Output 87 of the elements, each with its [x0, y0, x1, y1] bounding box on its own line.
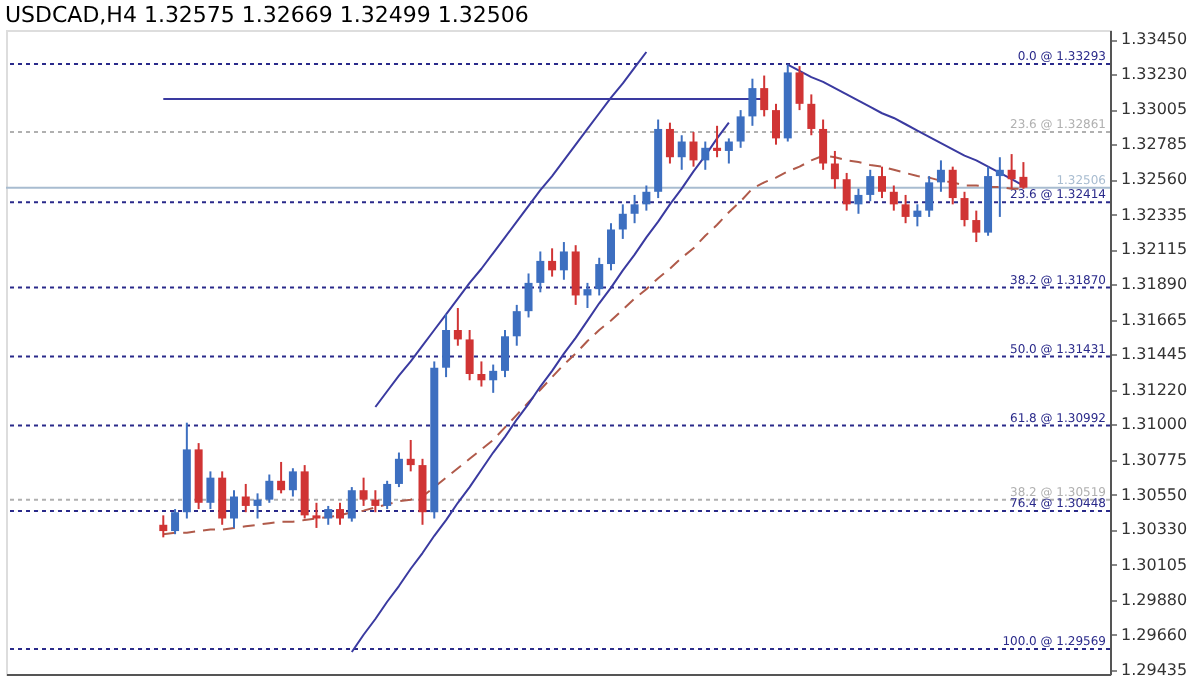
candlestick: [277, 460, 286, 495]
y-tick-label: 1.29880: [1121, 591, 1188, 610]
candlestick: [559, 241, 568, 281]
y-tick-label: 1.32560: [1121, 170, 1188, 189]
candlestick: [324, 504, 333, 526]
candlestick: [960, 190, 969, 228]
candlestick: [512, 303, 521, 347]
candlestick: [288, 467, 297, 498]
y-tick-label: 1.30775: [1121, 450, 1188, 469]
candlestick: [607, 222, 616, 272]
candlestick: [948, 165, 957, 206]
line-series: [350, 121, 730, 654]
candlestick: [394, 451, 403, 489]
candlestick: [807, 93, 816, 137]
candlestick: [913, 203, 922, 228]
candlestick: [241, 482, 250, 514]
candlestick: [760, 74, 769, 118]
y-tick-label: 1.33230: [1121, 64, 1188, 83]
y-tick-label: 1.33450: [1121, 30, 1188, 49]
candlestick: [265, 473, 274, 504]
candlestick: [218, 470, 227, 526]
candlestick: [830, 149, 839, 190]
candlestick: [336, 501, 345, 526]
candlestick: [689, 131, 698, 168]
y-tick-label: 1.31000: [1121, 415, 1188, 434]
candlestick: [383, 479, 392, 511]
y-tick-label: 1.29435: [1121, 661, 1188, 680]
candlestick: [854, 187, 863, 215]
y-tick-label: 1.30105: [1121, 555, 1188, 574]
candlestick: [642, 184, 651, 212]
candlestick: [536, 250, 545, 294]
candlestick: [229, 489, 238, 529]
candlestick: [442, 313, 451, 379]
candlestick: [618, 203, 627, 240]
y-tick-label: 1.31890: [1121, 275, 1188, 294]
y-tick-label: 1.31665: [1121, 310, 1188, 329]
candlestick: [819, 118, 828, 171]
candlestick: [889, 184, 898, 212]
candlestick: [878, 165, 887, 200]
candlestick: [312, 501, 321, 529]
y-tick-label: 1.29660: [1121, 625, 1188, 644]
candlestick: [866, 168, 875, 203]
candlestick: [347, 486, 356, 523]
candlestick: [995, 156, 1004, 218]
chart-title: USDCAD,H4 1.32575 1.32669 1.32499 1.32506: [5, 2, 529, 28]
y-tick-label: 1.32785: [1121, 134, 1188, 153]
candlestick: [901, 193, 910, 225]
candlestick: [171, 508, 180, 536]
candlestick: [630, 193, 639, 225]
candlestick: [571, 244, 580, 306]
candlestick: [842, 171, 851, 212]
candlestick: [477, 360, 486, 388]
candlestick: [665, 121, 674, 165]
candlestick: [583, 281, 592, 310]
candlestick: [453, 307, 462, 347]
candlestick: [701, 140, 710, 171]
candlestick: [548, 247, 557, 278]
candlestick: [359, 476, 368, 507]
y-tick-label: 1.30330: [1121, 520, 1188, 539]
y-tick-label: 1.31445: [1121, 345, 1188, 364]
candlestick: [972, 209, 981, 244]
candlestick: [465, 329, 474, 382]
candlestick: [406, 438, 415, 473]
y-tick-label: 1.30550: [1121, 485, 1188, 504]
candlestick: [713, 124, 722, 159]
candlestick: [524, 272, 533, 319]
y-tick-label: 1.31220: [1121, 380, 1188, 399]
candlestick: [300, 464, 309, 520]
candlestick: [159, 514, 168, 539]
candlestick: [771, 102, 780, 146]
candlestick: [795, 65, 804, 112]
candlestick: [206, 470, 215, 511]
candlestick: [677, 134, 686, 171]
candlestick: [925, 175, 934, 218]
y-tick-label: 1.32115: [1121, 240, 1188, 259]
y-tick-label: 1.32335: [1121, 205, 1188, 224]
candlestick: [936, 159, 945, 193]
candlestick: [489, 363, 498, 394]
candlestick: [595, 256, 604, 297]
y-tick-label: 1.33005: [1121, 100, 1188, 119]
candlestick: [371, 489, 380, 514]
candlestick: [418, 457, 427, 526]
candlestick: [253, 492, 262, 520]
candlestick: [748, 77, 757, 127]
candlestick: [500, 329, 509, 379]
candlestick: [736, 109, 745, 149]
candlestick: [724, 137, 733, 165]
